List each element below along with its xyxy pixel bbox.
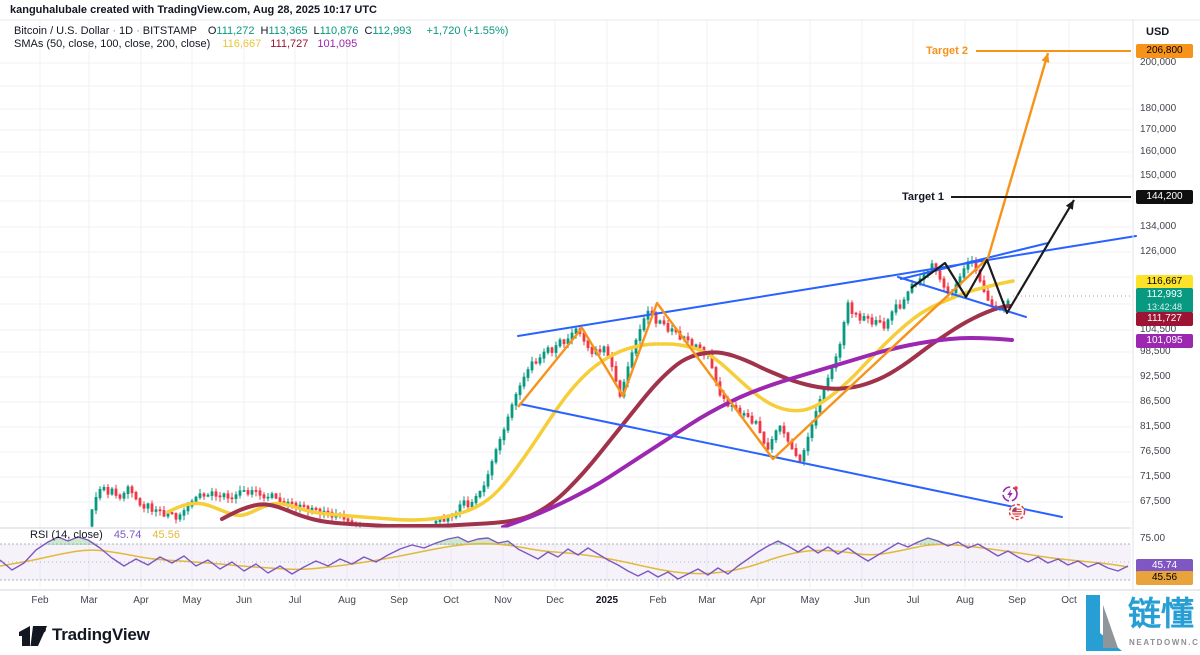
time-axis-label: May <box>182 595 202 606</box>
price-tick: 75.00 <box>1140 533 1166 544</box>
ohlc-L: L110,876 <box>313 25 359 37</box>
ohlc-C: C112,993 <box>364 25 412 37</box>
candles-layer <box>90 256 1010 528</box>
sma200-line <box>501 335 1014 528</box>
price-axis-currency: USD <box>1146 26 1170 38</box>
time-axis-label: Feb <box>649 595 667 606</box>
time-axis-label: Apr <box>750 595 766 606</box>
sma50-line <box>166 279 1015 522</box>
price-badge-116,667: 116,667 <box>1136 274 1193 290</box>
price-tick: 86,500 <box>1140 396 1171 407</box>
sma-legend-value: 101,095 <box>317 38 358 50</box>
time-axis-label: Feb <box>31 595 49 606</box>
trendline-lower-descending <box>519 403 1063 518</box>
sma-legend-label: SMAs (50, close, 100, close, 200, close) <box>14 38 211 50</box>
price-tick: 98,500 <box>1140 346 1171 357</box>
time-axis-label: Mar <box>698 595 716 606</box>
sma-legend-value: 116,667 <box>222 38 262 50</box>
time-axis-label: Sep <box>390 595 408 606</box>
sma-legend-value: 111,727 <box>270 38 309 50</box>
trendline-wedge-lower <box>897 276 1027 318</box>
price-badge-144,200: 144,200 <box>1136 189 1193 205</box>
price-tick: 180,000 <box>1140 103 1177 114</box>
black-projection-path <box>910 199 1075 315</box>
symbol-legend[interactable]: Bitcoin / U.S. Dollar · 1D · BITSTAMP O111,2… <box>14 25 509 37</box>
price-tick: 67,500 <box>1140 496 1171 507</box>
price-tick: 71,500 <box>1140 471 1171 482</box>
event-icons[interactable] <box>1002 486 1026 521</box>
price-tick: 92,500 <box>1140 371 1171 382</box>
rsi-ma-value: 45.56 <box>152 529 180 541</box>
time-axis-label: Jun <box>853 595 871 606</box>
time-axis-label: Nov <box>494 595 512 606</box>
target-1-label: Target 1 <box>902 191 944 203</box>
time-axis-label: Aug <box>338 595 356 606</box>
price-badge-45.56: 45.56 <box>1136 570 1193 586</box>
price-tick: 81,500 <box>1140 421 1171 432</box>
time-axis-label: Oct <box>443 595 459 606</box>
time-axis-label: Sep <box>1008 595 1026 606</box>
tradingview-logo-icon[interactable] <box>18 624 48 648</box>
price-badge-111,727: 111,727 <box>1136 311 1193 327</box>
price-tick: 160,000 <box>1140 146 1177 157</box>
interval-label: 1D <box>119 25 134 37</box>
price-badge-206,800: 206,800 <box>1136 43 1193 59</box>
price-tick: 134,000 <box>1140 221 1177 232</box>
rsi-pane <box>0 536 1131 581</box>
target-2-label: Target 2 <box>926 45 968 57</box>
sma-legend[interactable]: SMAs (50, close, 100, close, 200, close)… <box>14 38 357 50</box>
ohlc-values: O111,272 H113,365 L110,876 C112,993 <box>208 25 418 37</box>
trendlines[interactable] <box>517 235 1137 518</box>
price-badge-101,095: 101,095 <box>1136 333 1193 349</box>
neatdown-logo-cjk: 链懂 <box>1128 595 1194 632</box>
time-axis-label: Mar <box>80 595 98 606</box>
time-axis-label: Jul <box>906 595 920 606</box>
trendline-upper-ascending <box>517 235 1137 337</box>
rsi-legend[interactable]: RSI (14, close) 45.74 45.56 <box>30 529 180 541</box>
ohlc-H: H113,365 <box>260 25 308 37</box>
trendline-wedge-upper <box>900 242 1049 280</box>
attribution-text: kanguhalubale created with TradingView.c… <box>10 4 377 16</box>
time-axis-label: Aug <box>956 595 974 606</box>
ohlc-O: O111,272 <box>207 25 255 37</box>
sma100-line <box>220 304 1012 528</box>
symbol-name: Bitcoin / U.S. Dollar <box>14 25 110 37</box>
time-axis-label: Dec <box>546 595 564 606</box>
rsi-legend-label: RSI (14, close) <box>30 529 103 541</box>
rsi-line <box>0 536 1129 580</box>
price-tick: 126,000 <box>1140 246 1177 257</box>
price-tick: 76,500 <box>1140 446 1171 457</box>
time-axis-label: May <box>800 595 820 606</box>
price-badge-112,993: 112,993 13:42:48 <box>1136 288 1193 313</box>
price-tick: 200,000 <box>1140 57 1177 68</box>
change-value: +1,720 (+1.55%) <box>426 25 509 37</box>
projection-drawings[interactable] <box>517 50 1131 461</box>
time-axis-label: Jul <box>288 595 302 606</box>
pane-dividers <box>0 19 1200 591</box>
price-badge-45.74: 45.74 <box>1136 558 1193 574</box>
exchange-label: BITSTAMP <box>142 25 197 37</box>
neatdown-logo-domain: NEATDOWN.COM <box>1129 638 1200 647</box>
sma-values: 116,667 111,727 101,095 <box>213 38 357 50</box>
time-axis-label: 2025 <box>595 595 619 606</box>
neatdown-logo-icon <box>1086 595 1122 651</box>
price-tick: 170,000 <box>1140 124 1177 135</box>
sma-lines <box>166 279 1015 528</box>
rsi-value: 45.74 <box>113 529 142 541</box>
price-tick: 104,500 <box>1140 324 1177 335</box>
time-axis-label: Oct <box>1061 595 1077 606</box>
time-axis-label: Apr <box>133 595 149 606</box>
tradingview-logo-text[interactable]: TradingView <box>52 625 150 644</box>
orange-projection-path <box>517 52 1050 461</box>
price-tick: 150,000 <box>1140 170 1177 181</box>
time-axis-label: Jun <box>235 595 253 606</box>
